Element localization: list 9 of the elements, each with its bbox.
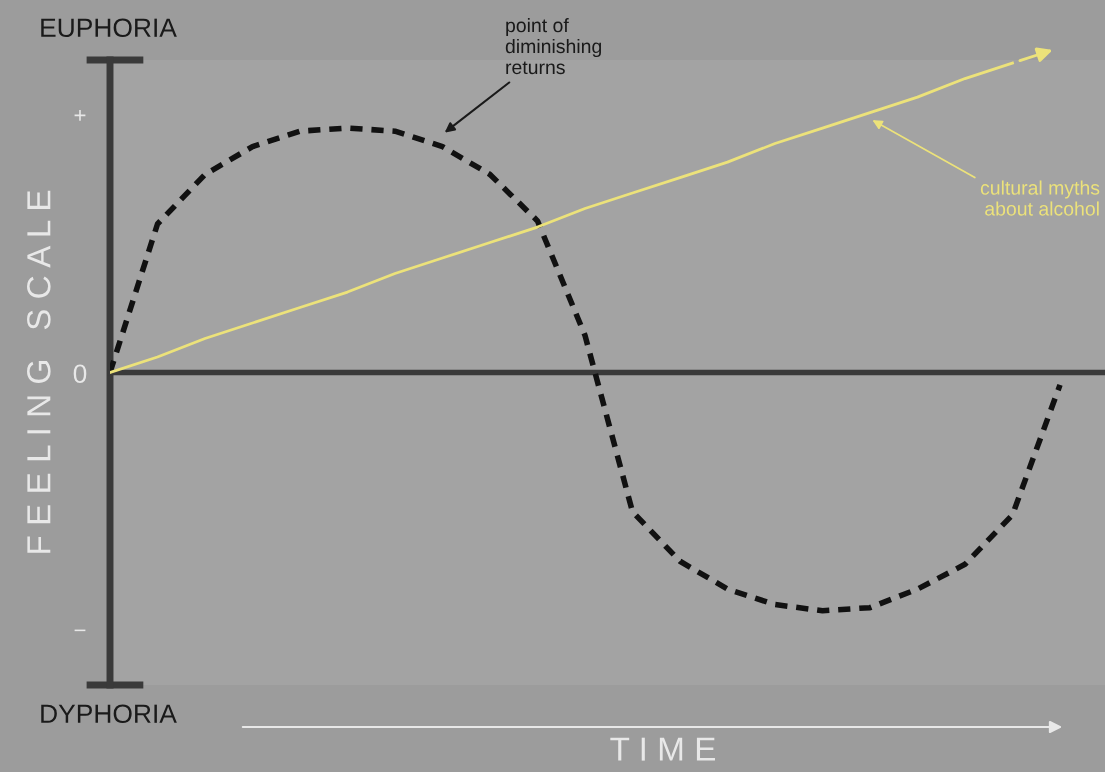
text: EUPHORIA (41, 18, 177, 38)
text: 0 (73, 364, 87, 384)
text: DYPHORIA (41, 704, 177, 724)
annotation: cultural myths about alcohol (980, 180, 1100, 216)
text: + (74, 109, 86, 121)
text: − (74, 629, 86, 632)
annotation: point of diminishing returns (505, 17, 602, 75)
y-axis-title: F E E L I N G S C A L E (27, 190, 51, 553)
x-axis-title: T I M E (610, 737, 715, 761)
